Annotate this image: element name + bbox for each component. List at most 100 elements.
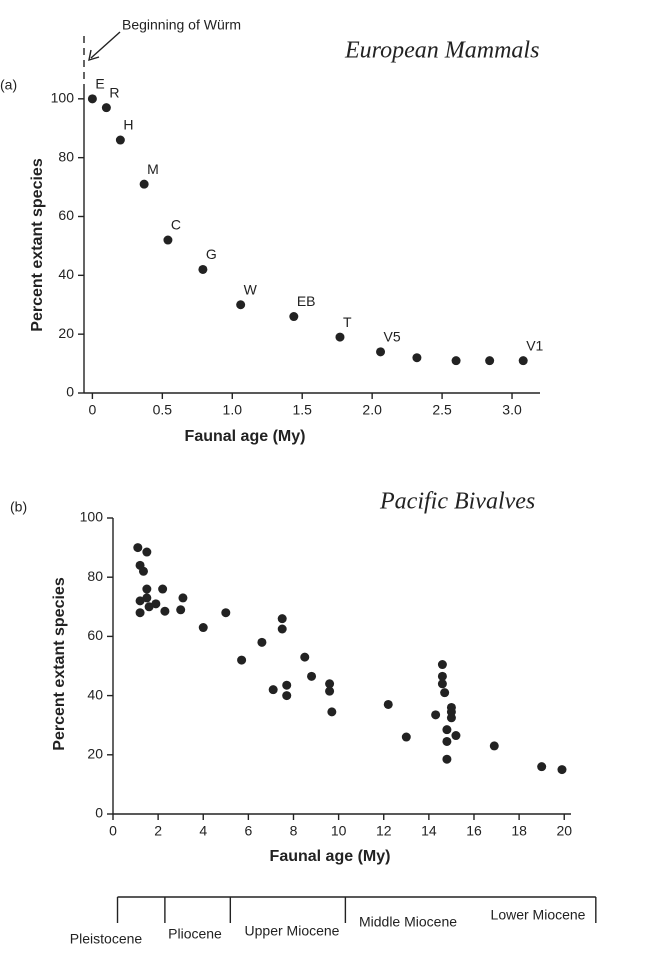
y-tick-label: 100: [51, 90, 75, 106]
x-tick-label: 2.0: [362, 402, 382, 418]
epoch-label: Upper Miocene: [245, 923, 340, 939]
point-label: H: [123, 117, 133, 133]
point: [87, 94, 97, 104]
handwritten-title: Pacific Bivalves: [379, 489, 535, 515]
point: [198, 264, 208, 274]
point: [221, 608, 231, 618]
point: [431, 710, 441, 720]
y-tick-label: 40: [87, 686, 103, 702]
x-axis-label: Faunal age (My): [270, 848, 391, 865]
point: [277, 614, 287, 624]
point: [257, 637, 267, 647]
x-tick-label: 14: [421, 823, 437, 839]
point: [489, 741, 499, 751]
point: [282, 691, 292, 701]
point: [151, 599, 161, 609]
point: [138, 566, 148, 576]
x-tick-label: 2.5: [432, 402, 452, 418]
x-tick-label: 16: [466, 823, 482, 839]
point: [442, 725, 452, 735]
point: [237, 655, 247, 665]
point-label: R: [109, 84, 119, 100]
y-tick-label: 60: [87, 627, 103, 643]
point: [160, 606, 170, 616]
x-tick-label: 12: [376, 823, 392, 839]
point: [437, 660, 447, 670]
y-axis-label: Percent extant species: [51, 577, 68, 751]
point: [401, 732, 411, 742]
epoch-label: Lower Miocene: [491, 907, 586, 923]
point: [485, 356, 495, 366]
epoch-label: Pliocene: [168, 926, 222, 942]
point: [277, 624, 287, 634]
y-tick-label: 20: [87, 746, 103, 762]
x-tick-label: 3.0: [502, 402, 522, 418]
epoch-label: Middle Miocene: [359, 914, 457, 930]
point: [412, 353, 422, 363]
x-tick-label: 18: [511, 823, 527, 839]
x-tick-label: 2: [154, 823, 162, 839]
point: [307, 671, 317, 681]
y-tick-label: 20: [58, 325, 74, 341]
point-label: T: [343, 314, 352, 330]
arrow: [90, 31, 121, 59]
point: [451, 356, 461, 366]
point: [236, 300, 246, 310]
point: [135, 608, 145, 618]
point: [268, 685, 278, 695]
point: [376, 347, 386, 357]
point: [325, 686, 335, 696]
arrow-head: [88, 49, 100, 62]
annotation: Beginning of Würm: [122, 17, 241, 33]
point: [282, 680, 292, 690]
point-label: E: [95, 76, 104, 92]
point: [440, 688, 450, 698]
y-tick-label: 100: [80, 509, 104, 525]
point: [289, 312, 299, 322]
panel-label: (a): [0, 77, 17, 93]
point: [442, 736, 452, 746]
point-label: EB: [297, 293, 316, 309]
x-tick-label: 0.5: [153, 402, 173, 418]
x-tick-label: 1.5: [292, 402, 312, 418]
y-tick-label: 40: [58, 266, 74, 282]
point: [133, 543, 143, 553]
x-tick-label: 1.0: [223, 402, 243, 418]
point: [115, 135, 125, 145]
y-axis-label: Percent extant species: [29, 158, 46, 332]
x-tick-label: 8: [290, 823, 298, 839]
x-tick-label: 20: [556, 823, 572, 839]
point-label: C: [171, 217, 181, 233]
y-tick-label: 80: [87, 568, 103, 584]
y-tick-label: 80: [58, 148, 74, 164]
point: [335, 332, 345, 342]
point: [300, 652, 310, 662]
point: [163, 235, 173, 245]
point-label: G: [206, 246, 217, 262]
point: [327, 707, 337, 717]
x-tick-label: 4: [199, 823, 207, 839]
point: [451, 731, 461, 741]
point: [198, 623, 208, 633]
x-tick-label: 10: [331, 823, 347, 839]
point-label: V1: [526, 337, 543, 353]
epoch-label: Pleistocene: [70, 931, 143, 947]
panel-label: (b): [10, 499, 27, 515]
point-label: M: [147, 161, 159, 177]
handwritten-title: European Mammals: [344, 38, 539, 64]
point: [139, 179, 149, 189]
x-tick-label: 0: [88, 402, 96, 418]
point: [142, 593, 152, 603]
point: [135, 596, 145, 606]
point: [101, 103, 111, 113]
point: [537, 762, 547, 772]
point: [437, 671, 447, 681]
point: [176, 605, 186, 615]
point: [383, 699, 393, 709]
point: [142, 584, 152, 594]
point: [518, 356, 528, 366]
point: [442, 754, 452, 764]
point-label: V5: [384, 329, 401, 345]
point: [437, 679, 447, 689]
